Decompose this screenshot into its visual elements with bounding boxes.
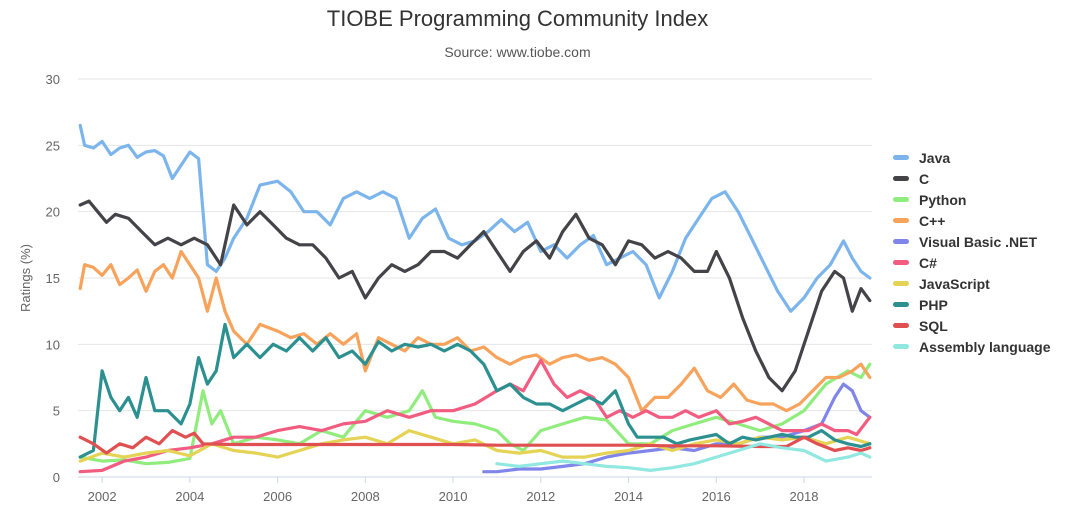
legend-item-c[interactable]: C++ — [893, 210, 1051, 231]
y-tick-label: 30 — [46, 72, 60, 87]
legend-item-java[interactable]: Java — [893, 147, 1051, 168]
series-line-c[interactable] — [78, 249, 872, 413]
legend-swatch — [893, 302, 909, 307]
legend-item-c[interactable]: C# — [893, 252, 1051, 273]
legend-swatch — [893, 344, 909, 349]
series-line-python[interactable] — [78, 362, 872, 466]
legend-item-c[interactable]: C — [893, 168, 1051, 189]
legend-label: C — [919, 170, 930, 187]
legend-swatch — [893, 218, 909, 223]
legend-item-javascript[interactable]: JavaScript — [893, 273, 1051, 294]
legend-item-php[interactable]: PHP — [893, 294, 1051, 315]
legend-item-python[interactable]: Python — [893, 189, 1051, 210]
x-tick-label: 2014 — [614, 489, 643, 504]
legend-label: C# — [919, 254, 937, 271]
series-line-assembly-language[interactable] — [495, 442, 872, 472]
legend-label: JavaScript — [919, 275, 990, 292]
y-tick-label: 25 — [46, 138, 60, 153]
legend-label: SQL — [919, 317, 948, 334]
y-tick-label: 5 — [53, 404, 60, 419]
legend-label: Java — [919, 149, 951, 166]
x-tick-label: 2008 — [351, 489, 380, 504]
y-tick-label: 0 — [53, 470, 60, 485]
chart-title: TIOBE Programming Community Index — [326, 6, 709, 31]
x-tick-label: 2002 — [88, 489, 117, 504]
x-tick-label: 2004 — [175, 489, 204, 504]
legend-swatch — [893, 155, 909, 160]
y-tick-label: 10 — [46, 337, 60, 352]
legend-swatch — [893, 260, 909, 265]
x-tick-label: 2006 — [263, 489, 292, 504]
legend-swatch — [893, 197, 909, 202]
legend-swatch — [893, 239, 909, 244]
axes: 0 5 10 15 20 25 30 2002 2004 2006 2008 2010 2012 2014… — [46, 72, 872, 504]
series-line-c[interactable] — [78, 358, 872, 474]
legend-label: Python — [919, 191, 967, 208]
x-tick-label: 2018 — [790, 489, 819, 504]
series-line-java[interactable] — [78, 123, 872, 313]
legend-swatch — [893, 323, 909, 328]
legend-item-sql[interactable]: SQL — [893, 315, 1051, 336]
legend-label: Assembly language — [919, 338, 1051, 355]
chart-subtitle: Source: www.tiobe.com — [444, 44, 591, 60]
y-axis-title: Ratings (%) — [18, 244, 33, 312]
series-line-c[interactable] — [78, 199, 872, 393]
legend-swatch — [893, 281, 909, 286]
series-lines — [78, 123, 872, 474]
y-tick-label: 15 — [46, 271, 60, 286]
series-line-sql[interactable] — [78, 429, 872, 455]
x-tick-label: 2012 — [526, 489, 555, 504]
legend-label: PHP — [919, 296, 948, 313]
legend: Java C Python C++ Visual Basic .NET C# JavaScr… — [893, 147, 1051, 357]
legend-label: C++ — [919, 212, 946, 229]
y-tick-label: 20 — [46, 205, 60, 220]
x-tick-label: 2016 — [702, 489, 731, 504]
legend-swatch — [893, 176, 909, 181]
legend-item-assembly-language[interactable]: Assembly language — [893, 336, 1051, 357]
legend-item-visual-basic-net[interactable]: Visual Basic .NET — [893, 231, 1051, 252]
series-line-php[interactable] — [78, 322, 872, 459]
legend-label: Visual Basic .NET — [919, 233, 1038, 250]
x-tick-label: 2010 — [439, 489, 468, 504]
